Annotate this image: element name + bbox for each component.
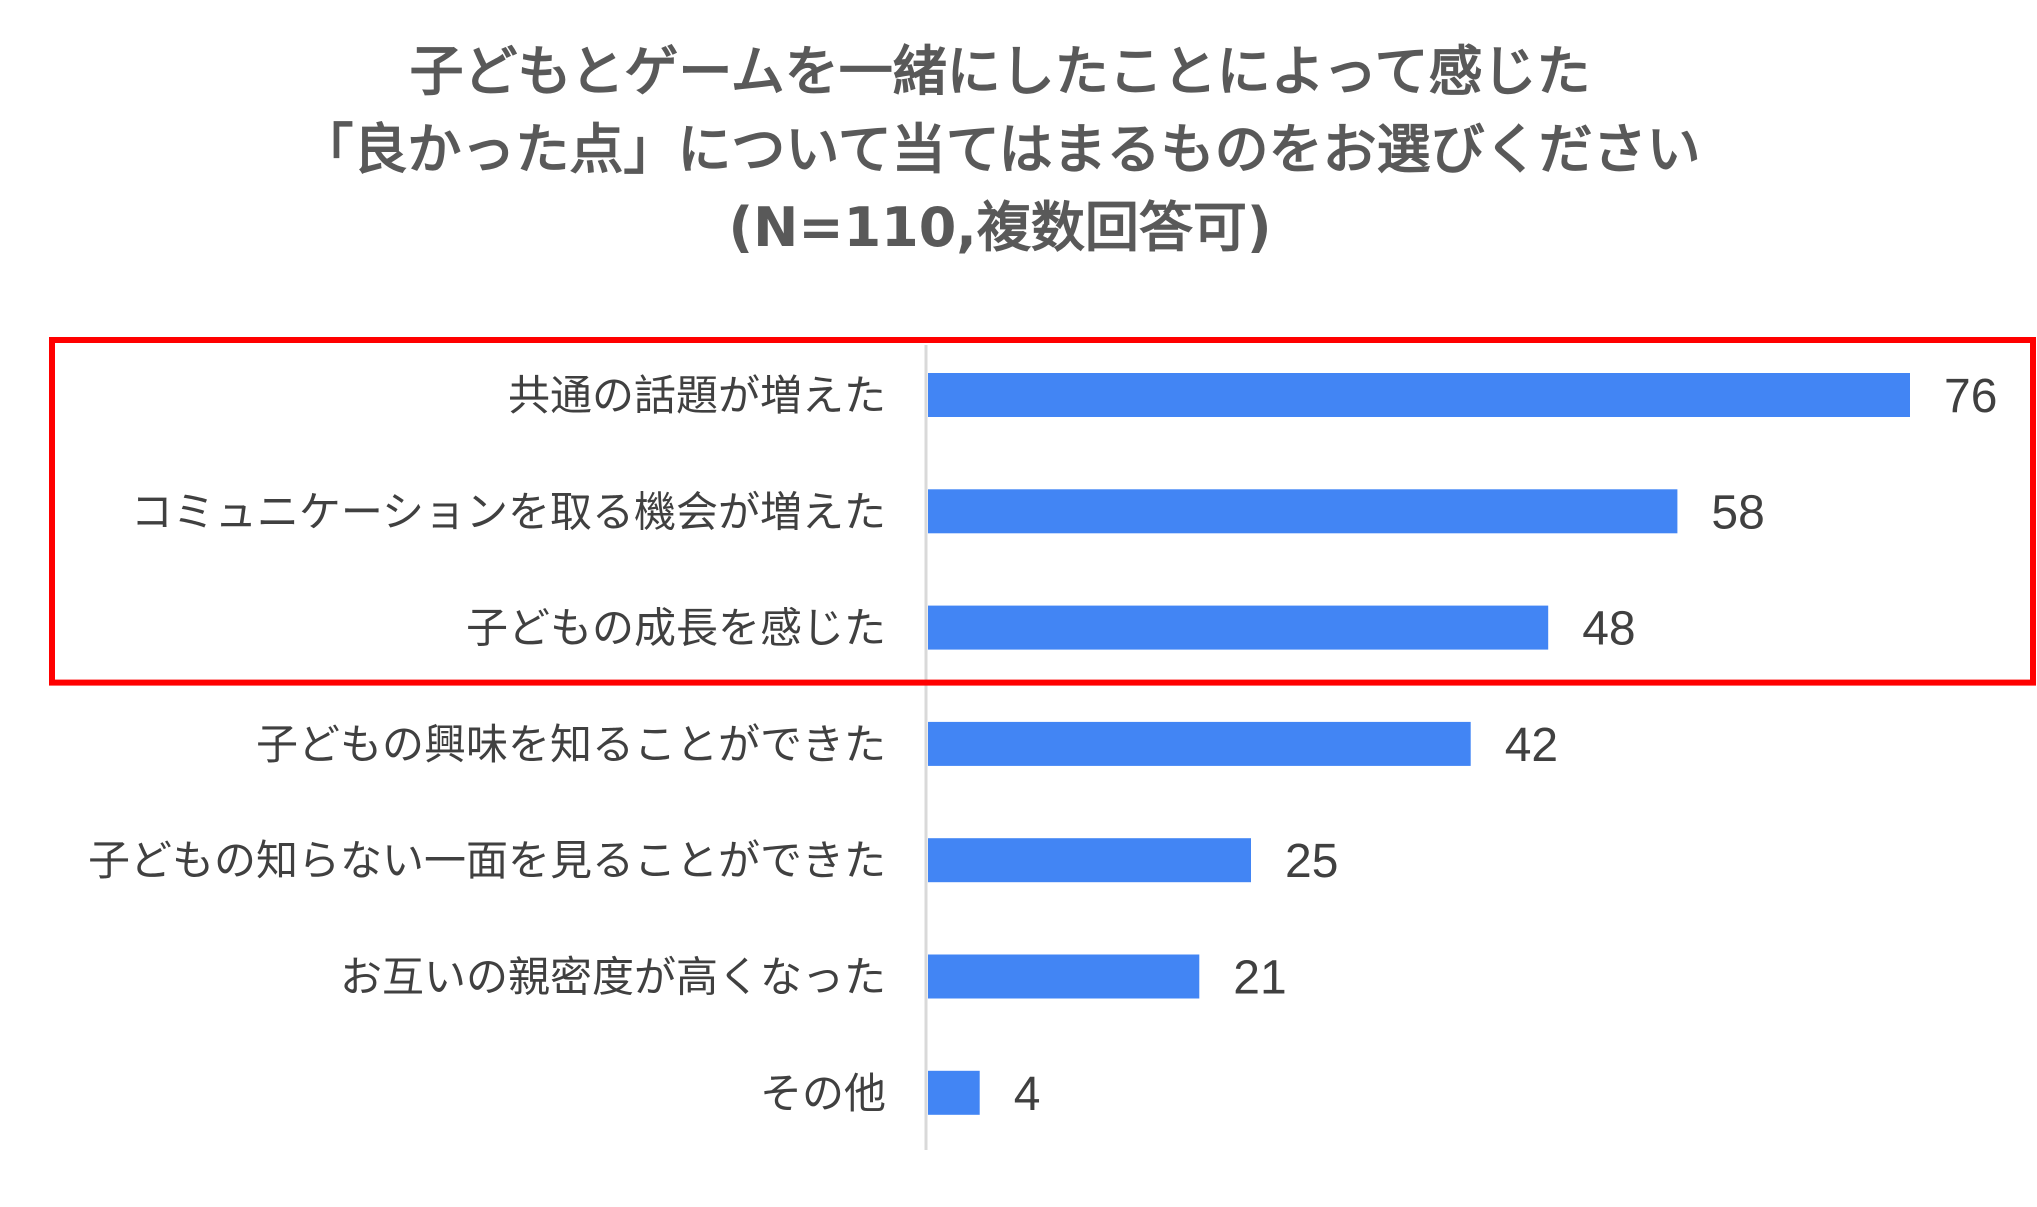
value-label-3: 48 bbox=[1582, 603, 1635, 656]
bar-6 bbox=[928, 954, 1200, 999]
category-labels: 共通の話題が増えたコミュニケーションを取る機会が増えた子どもの成長を感じた子ども… bbox=[88, 371, 886, 1118]
category-label-5: 子どもの知らない一面を見ることができた bbox=[88, 836, 886, 885]
bar-1 bbox=[928, 373, 1910, 417]
value-label-2: 58 bbox=[1711, 486, 1764, 539]
category-label-4: 子どもの興味を知ることができた bbox=[256, 720, 886, 769]
value-label-7: 4 bbox=[1014, 1068, 1041, 1121]
chart-title: 子どもとゲームを一緒にしたことによって感じた 「良かった点」について当てはまるも… bbox=[299, 40, 1700, 259]
value-label-4: 42 bbox=[1505, 719, 1558, 772]
chart-title-line-2: 「良かった点」について当てはまるものをお選びください bbox=[299, 118, 1700, 181]
bar-2 bbox=[928, 489, 1678, 534]
value-label-6: 21 bbox=[1233, 952, 1286, 1005]
highlight-box bbox=[49, 337, 2036, 686]
bars-layer bbox=[928, 373, 1910, 1115]
bar-7 bbox=[928, 1070, 980, 1115]
value-labels: 76 58 48 42 25 21 4 bbox=[1014, 370, 1998, 1121]
category-label-3: 子どもの成長を感じた bbox=[466, 604, 886, 653]
bar-4 bbox=[928, 721, 1471, 766]
chart-title-line-1: 子どもとゲームを一緒にしたことによって感じた bbox=[410, 40, 1591, 103]
bar-5 bbox=[928, 838, 1251, 883]
category-label-7: その他 bbox=[760, 1069, 886, 1118]
category-label-1: 共通の話題が増えた bbox=[508, 371, 886, 420]
value-label-1: 76 bbox=[1944, 370, 1997, 423]
value-label-5: 25 bbox=[1285, 835, 1338, 888]
category-label-2: コミュニケーションを取る機会が増えた bbox=[131, 487, 886, 536]
chart-title-line-3: (N=110,複数回答可) bbox=[728, 196, 1271, 259]
category-label-6: お互いの親密度が高くなった bbox=[340, 953, 886, 1002]
bar-3 bbox=[928, 605, 1549, 650]
